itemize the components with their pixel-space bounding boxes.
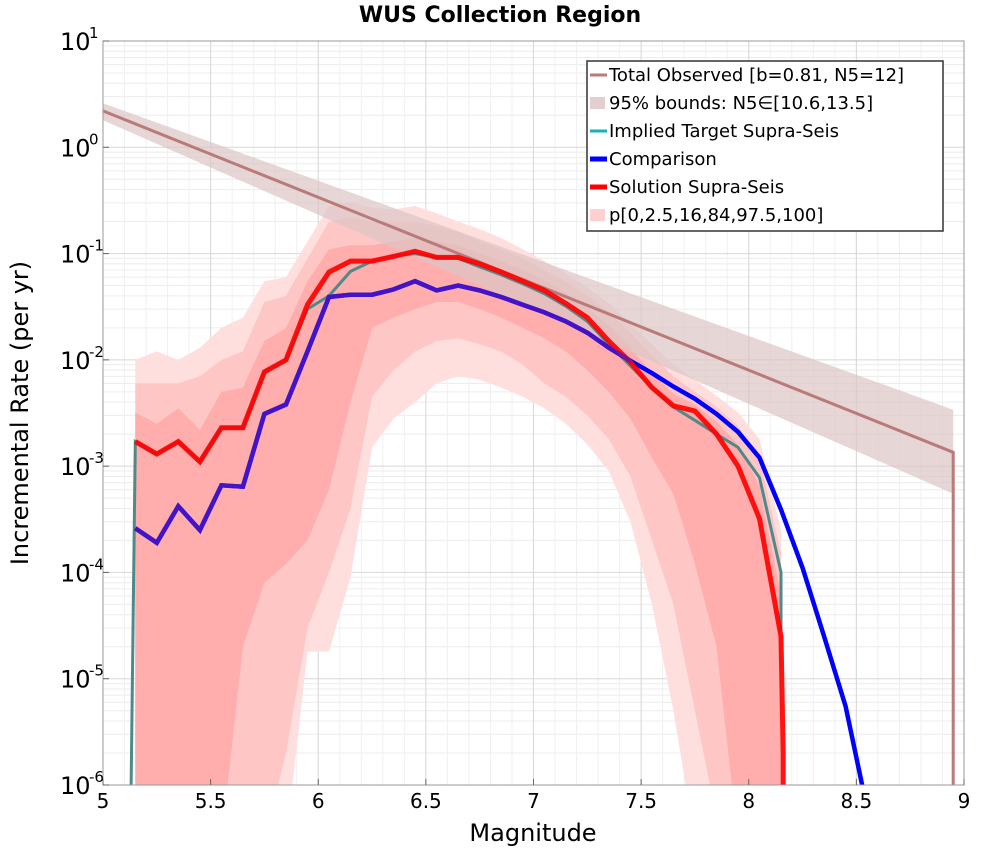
y-tick-exponent: -3 [89, 449, 104, 467]
legend: Total Observed [b=0.81, N5=12] 95% bounds… [586, 60, 944, 232]
legend-box [586, 60, 944, 232]
plot-area [103, 103, 955, 785]
y-tick-exponent: -1 [89, 237, 104, 255]
y-tick-exponent: 1 [89, 24, 99, 42]
series-total-observed [103, 109, 955, 785]
legend-label: Total Observed [b=0.81, N5=12] [608, 65, 904, 86]
y-tick-label: 10 [60, 134, 91, 162]
legend-swatch [590, 209, 605, 221]
legend-swatch [590, 97, 605, 109]
chart-title: WUS Collection Region [359, 3, 641, 28]
x-tick-label: 8.5 [840, 789, 872, 813]
y-tick-exponent: -4 [89, 555, 104, 573]
y-axis-label: Incremental Rate (per yr) [6, 261, 34, 565]
x-axis-label: Magnitude [469, 819, 596, 847]
y-tick-label: 10 [60, 772, 91, 800]
legend-label: 95% bounds: N5∈[10.6,13.5] [609, 93, 873, 114]
y-tick-exponent: -5 [89, 662, 104, 680]
x-tick-label: 9 [958, 789, 971, 813]
x-tick-label: 5.5 [195, 789, 227, 813]
legend-label: p[0,2.5,16,84,97.5,100] [609, 205, 823, 226]
x-tick-label: 7 [527, 789, 540, 813]
legend-label: Solution Supra-Seis [609, 177, 784, 198]
legend-label: Implied Target Supra-Seis [609, 121, 839, 142]
y-tick-exponent: -2 [89, 343, 104, 361]
x-tick-label: 6.5 [410, 789, 442, 813]
x-tick-label: 5 [97, 789, 110, 813]
y-tick-label: 10 [60, 347, 91, 375]
y-tick-label: 10 [60, 453, 91, 481]
y-tick-exponent: -6 [89, 768, 104, 786]
x-tick-label: 7.5 [625, 789, 657, 813]
y-tick-label: 10 [60, 559, 91, 587]
series-solution [134, 248, 786, 785]
y-tick-exponent: 0 [89, 130, 99, 148]
y-tick-label: 10 [60, 28, 91, 56]
x-tick-label: 8 [742, 789, 755, 813]
x-tick-label: 6 [312, 789, 325, 813]
y-tick-label: 10 [60, 666, 91, 694]
legend-label: Comparison [609, 149, 717, 170]
x-axis: 5 5.5 6 6.5 7 7.5 8 8.5 9 [97, 779, 971, 813]
observed-95-band [103, 103, 954, 494]
series-comparison-overlay [134, 278, 632, 547]
y-tick-label: 10 [60, 241, 91, 269]
